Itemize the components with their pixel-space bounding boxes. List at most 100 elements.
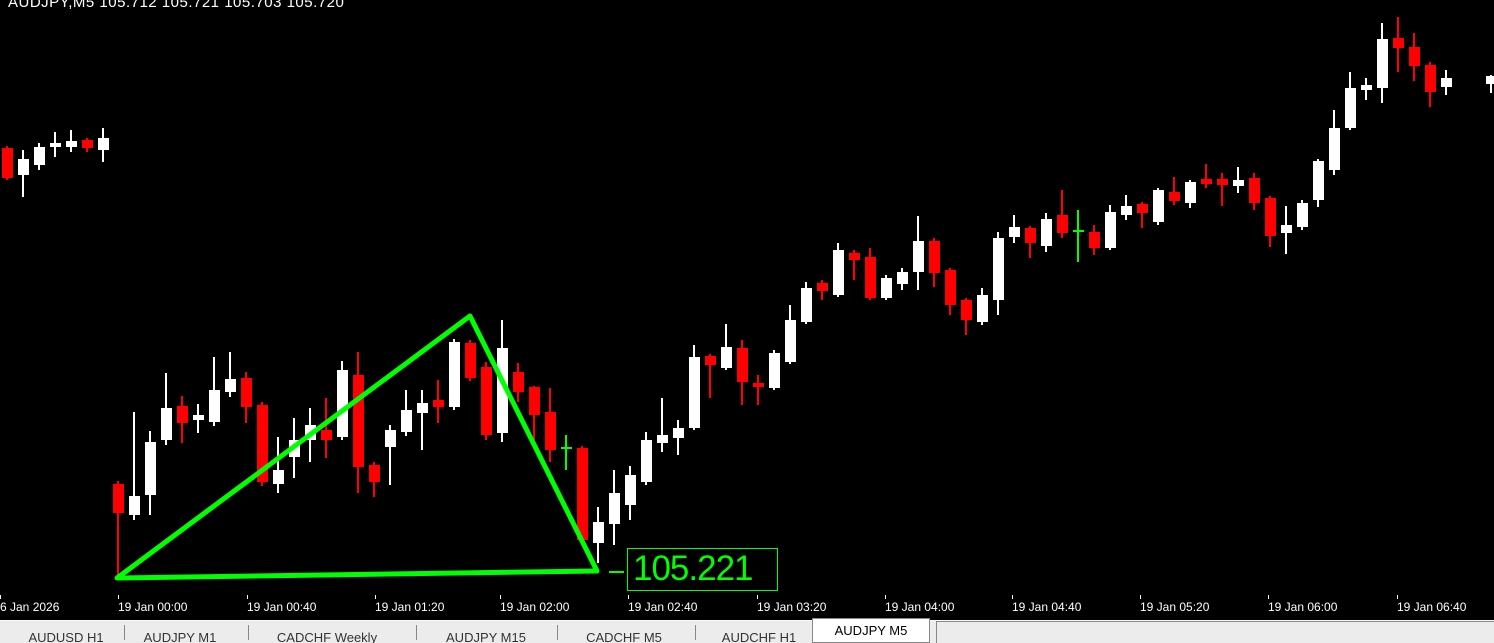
candle	[1233, 180, 1244, 186]
tab-cadchf-m5[interactable]: CADCHF M5	[586, 630, 662, 643]
candle	[465, 343, 476, 378]
candle	[353, 375, 364, 467]
candle	[1281, 225, 1292, 233]
candle	[161, 408, 172, 440]
candle	[817, 283, 828, 291]
candle	[897, 272, 908, 284]
time-axis-label: 19 Jan 02:00	[500, 600, 570, 614]
time-axis-label: 19 Jan 03:20	[757, 600, 827, 614]
candle	[737, 348, 748, 382]
candle	[561, 447, 572, 449]
time-axis-tick	[885, 595, 886, 599]
candle	[945, 270, 956, 305]
candle	[145, 442, 156, 495]
candle	[82, 140, 93, 148]
candle	[50, 143, 61, 147]
candle-wick	[1221, 173, 1223, 206]
candle	[753, 383, 764, 387]
candle	[1137, 204, 1148, 213]
candle	[1249, 178, 1260, 203]
candle	[337, 370, 348, 437]
time-axis-label: 19 Jan 00:00	[118, 600, 188, 614]
candle	[34, 147, 45, 165]
candle	[801, 288, 812, 322]
candle	[1105, 212, 1116, 248]
candle-wick	[661, 398, 663, 452]
candle-wick	[757, 375, 759, 405]
candle	[1313, 161, 1324, 200]
candle	[449, 342, 460, 407]
candle	[1121, 206, 1132, 215]
candle	[849, 253, 860, 260]
tab-audjpy-m1[interactable]: AUDJPY M1	[143, 630, 217, 643]
candle	[1089, 232, 1100, 248]
candle	[1409, 47, 1420, 66]
candle	[1073, 230, 1084, 232]
candle	[641, 440, 652, 482]
candle	[1486, 76, 1494, 84]
candle	[1265, 198, 1276, 236]
tabbar-filler	[936, 621, 1494, 643]
time-axis-tick	[1140, 595, 1141, 599]
candle-wick	[709, 354, 711, 398]
candle	[1009, 227, 1020, 237]
candle	[241, 378, 252, 407]
tab-audusd-h1[interactable]: AUDUSD H1	[28, 630, 104, 643]
tab-separator	[695, 625, 696, 640]
tab-separator	[248, 625, 249, 640]
candle	[1201, 179, 1212, 184]
candle	[785, 320, 796, 362]
tab-separator	[416, 625, 417, 640]
candle-wick	[325, 398, 327, 458]
candle	[385, 430, 396, 447]
tab-audchf-h1[interactable]: AUDCHF H1	[721, 630, 797, 643]
candle	[481, 367, 492, 435]
time-axis-label: 19 Jan 04:40	[1012, 600, 1082, 614]
candle	[1153, 190, 1164, 222]
candle-wick	[1173, 177, 1175, 205]
candle	[1345, 88, 1356, 128]
candle-wick	[1205, 164, 1207, 188]
time-axis-label: 19 Jan 02:40	[628, 600, 698, 614]
candle-wick	[565, 435, 567, 470]
candle	[2, 148, 13, 178]
candle	[1377, 39, 1388, 88]
candle	[321, 430, 332, 440]
candle	[1361, 85, 1372, 90]
candle	[305, 425, 316, 440]
tab-cadchf-weekly[interactable]: CADCHF Weekly	[276, 630, 378, 643]
time-axis-tick	[247, 595, 248, 599]
chart-canvas[interactable]	[0, 0, 1494, 595]
candle	[1057, 215, 1068, 233]
candle	[1441, 78, 1452, 87]
candle	[993, 238, 1004, 300]
candle	[209, 390, 220, 422]
candle	[977, 295, 988, 322]
time-axis-tick	[375, 595, 376, 599]
candle	[1041, 219, 1052, 246]
candle	[929, 241, 940, 273]
time-axis-tick	[1012, 595, 1013, 599]
time-axis[interactable]: 6 Jan 2026 19 Jan 00:00 19 Jan 00:40 19 Jan…	[0, 595, 1494, 620]
candle	[18, 159, 29, 175]
candle	[289, 440, 300, 457]
candle	[1169, 192, 1180, 201]
time-axis-label: 6 Jan 2026	[0, 600, 60, 614]
time-axis-tick	[0, 595, 1, 599]
time-axis-tick	[757, 595, 758, 599]
price-label: 105.221	[627, 548, 778, 591]
candle	[1393, 38, 1404, 48]
tab-audjpy-m15[interactable]: AUDJPY M15	[446, 630, 526, 643]
candle-wick	[1490, 75, 1492, 93]
candle	[225, 379, 236, 392]
time-axis-label: 19 Jan 06:40	[1397, 600, 1467, 614]
candle	[545, 412, 556, 450]
candle	[369, 465, 380, 482]
candle	[577, 448, 588, 540]
candle	[865, 257, 876, 298]
tab-audjpy-m5[interactable]: AUDJPY M5	[812, 618, 930, 643]
candle	[833, 250, 844, 295]
candle	[98, 138, 109, 150]
time-axis-label: 19 Jan 00:40	[247, 600, 317, 614]
